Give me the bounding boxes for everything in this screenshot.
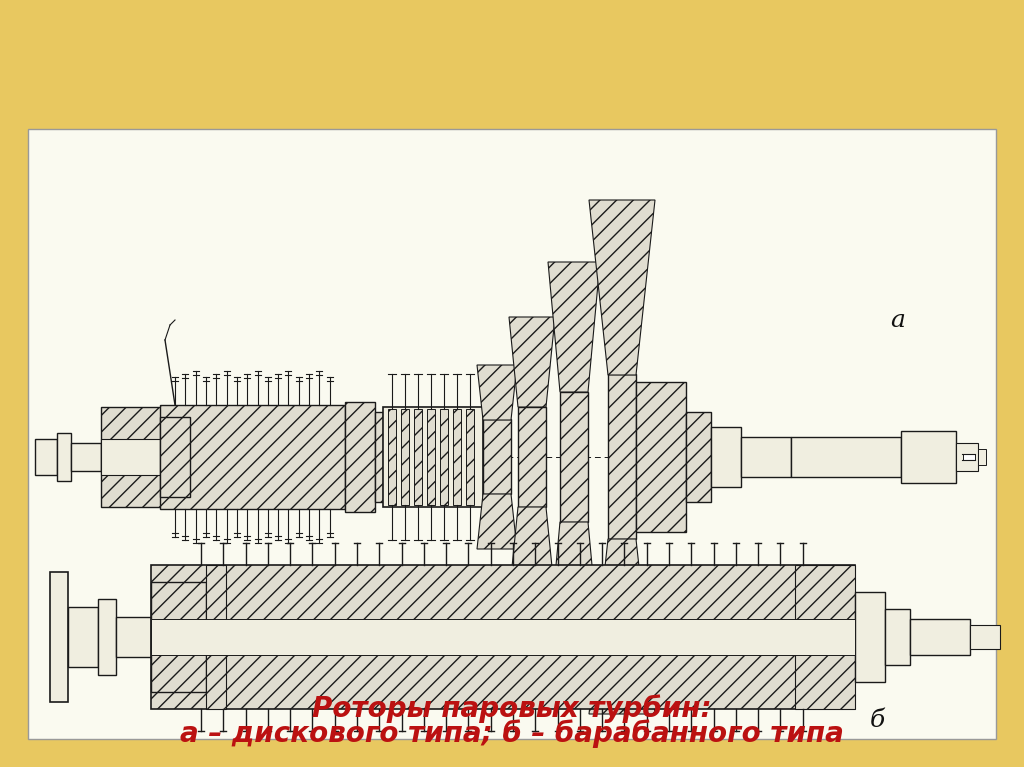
Bar bbox=[151, 582, 206, 692]
Bar bbox=[345, 402, 375, 512]
Bar bbox=[855, 592, 885, 682]
Polygon shape bbox=[548, 262, 600, 392]
Bar bbox=[885, 609, 910, 665]
Bar bbox=[560, 392, 588, 522]
Bar bbox=[978, 449, 986, 465]
Polygon shape bbox=[589, 200, 655, 375]
Bar bbox=[206, 565, 226, 709]
Polygon shape bbox=[509, 317, 555, 407]
Bar bbox=[401, 409, 409, 505]
Bar bbox=[160, 417, 190, 497]
Bar bbox=[71, 443, 101, 471]
Polygon shape bbox=[548, 522, 600, 652]
Bar bbox=[116, 617, 151, 657]
Bar bbox=[608, 374, 636, 539]
Bar bbox=[711, 427, 741, 487]
Polygon shape bbox=[509, 507, 555, 597]
Polygon shape bbox=[589, 539, 655, 714]
Bar bbox=[383, 407, 483, 507]
Bar bbox=[440, 409, 449, 505]
Bar bbox=[791, 437, 901, 477]
Bar bbox=[795, 565, 855, 709]
Bar bbox=[956, 443, 978, 471]
Bar bbox=[453, 409, 461, 505]
Bar bbox=[375, 412, 383, 502]
Bar bbox=[68, 607, 98, 667]
Text: б: б bbox=[870, 709, 886, 732]
Polygon shape bbox=[477, 494, 517, 549]
Bar bbox=[483, 419, 511, 494]
Bar bbox=[963, 454, 975, 460]
Bar bbox=[98, 599, 116, 675]
Text: а: а bbox=[890, 309, 905, 332]
Bar bbox=[910, 619, 970, 655]
Bar bbox=[160, 405, 345, 509]
Bar bbox=[686, 412, 711, 502]
Bar bbox=[970, 625, 1000, 649]
Bar bbox=[414, 409, 422, 505]
Polygon shape bbox=[477, 365, 517, 420]
Bar bbox=[741, 437, 791, 477]
Bar bbox=[466, 409, 474, 505]
Text: а – дискового типа; б – барабанного типа: а – дискового типа; б – барабанного типа bbox=[180, 719, 844, 749]
Bar bbox=[28, 129, 996, 739]
Bar bbox=[636, 382, 686, 532]
Bar bbox=[388, 409, 396, 505]
Text: Роторы паровых турбин:: Роторы паровых турбин: bbox=[312, 695, 712, 723]
Bar bbox=[151, 565, 855, 709]
Bar bbox=[57, 433, 71, 481]
Bar bbox=[151, 619, 855, 655]
Bar bbox=[101, 407, 161, 507]
Bar bbox=[901, 431, 956, 483]
Bar bbox=[35, 439, 57, 475]
Bar bbox=[101, 439, 161, 475]
Bar bbox=[50, 572, 68, 702]
Bar bbox=[518, 407, 546, 507]
Bar bbox=[427, 409, 435, 505]
